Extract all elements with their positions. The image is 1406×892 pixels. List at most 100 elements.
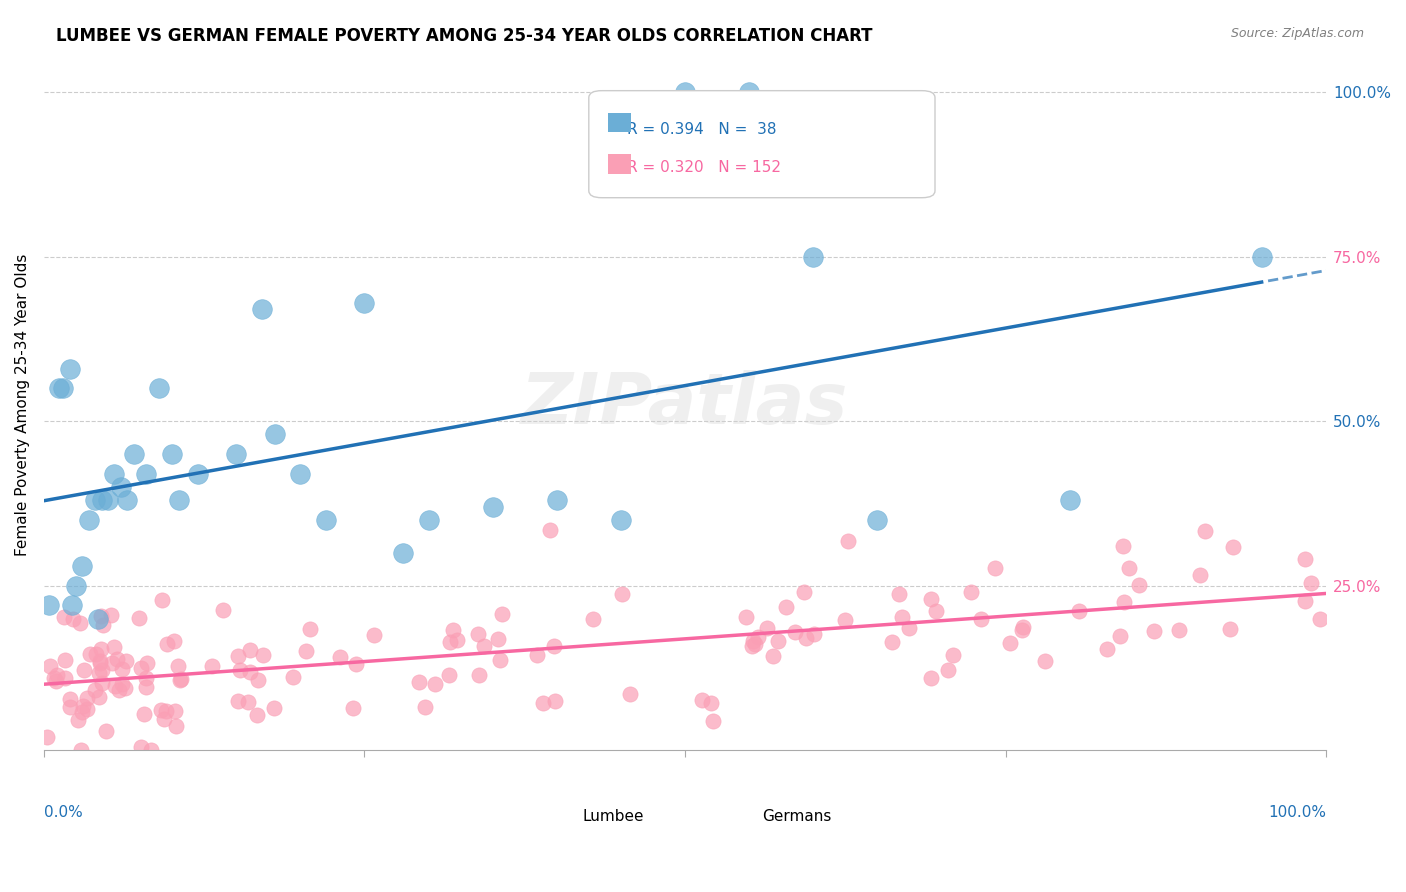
Point [744, 637, 766, 651]
Point [342, 701, 364, 715]
Point [150, 593, 173, 607]
Point [610, 587, 633, 601]
Point [1251, 250, 1274, 264]
Point [84, 647, 107, 661]
Point [1222, 540, 1244, 554]
Point [546, 493, 568, 508]
Point [114, 681, 136, 696]
Point [46, 667, 69, 681]
Point [79, 648, 101, 662]
Point [163, 633, 186, 648]
Point [97, 493, 120, 508]
Point [735, 610, 758, 624]
Point [152, 713, 174, 727]
Text: 0.0%: 0.0% [44, 805, 83, 821]
Point [91, 618, 114, 632]
Point [756, 621, 779, 635]
Point [42, 671, 65, 685]
Point [59, 691, 82, 706]
Point [225, 447, 247, 461]
Point [67, 714, 90, 728]
Point [775, 599, 797, 614]
Point [60, 599, 83, 613]
Point [1168, 623, 1191, 637]
Point [408, 675, 430, 690]
Text: Source: ZipAtlas.com: Source: ZipAtlas.com [1230, 27, 1364, 40]
Point [1067, 604, 1090, 618]
Point [263, 700, 285, 714]
Point [794, 632, 817, 646]
Point [115, 654, 138, 668]
Point [290, 467, 312, 481]
Point [90, 493, 112, 508]
Point [70, 743, 93, 757]
Point [801, 250, 824, 264]
Point [866, 513, 889, 527]
Point [1194, 524, 1216, 538]
Point [104, 679, 127, 693]
Point [201, 658, 224, 673]
Point [136, 656, 159, 670]
Point [252, 648, 274, 663]
Point [538, 523, 561, 537]
Point [103, 640, 125, 654]
Point [887, 587, 910, 601]
Point [72, 706, 94, 720]
Point [65, 579, 87, 593]
Point [544, 693, 567, 707]
Point [59, 700, 82, 714]
Point [170, 672, 193, 686]
Point [72, 558, 94, 573]
Point [108, 682, 131, 697]
Point [110, 480, 132, 494]
Text: ZIPatlas: ZIPatlas [522, 370, 849, 440]
Point [135, 467, 157, 481]
Point [582, 612, 605, 626]
Point [91, 676, 114, 690]
Point [89, 656, 111, 670]
Point [90, 642, 112, 657]
Point [837, 533, 859, 548]
Point [619, 687, 641, 701]
Point [673, 86, 696, 100]
Point [128, 611, 150, 625]
Point [250, 302, 273, 317]
Point [1301, 576, 1323, 591]
Point [52, 381, 75, 395]
Point [169, 673, 191, 688]
Point [363, 628, 385, 642]
Point [1219, 622, 1241, 636]
Point [1118, 561, 1140, 575]
Point [543, 639, 565, 653]
Text: R = 0.394   N =  38: R = 0.394 N = 38 [627, 121, 776, 136]
Point [1143, 624, 1166, 638]
Point [38, 599, 60, 613]
Point [467, 668, 489, 682]
Text: LUMBEE VS GERMAN FEMALE POVERTY AMONG 25-34 YEAR OLDS CORRELATION CHART: LUMBEE VS GERMAN FEMALE POVERTY AMONG 25… [56, 27, 873, 45]
Point [105, 652, 128, 666]
Point [72, 699, 94, 714]
Point [936, 664, 959, 678]
Point [96, 724, 118, 739]
Point [295, 644, 318, 658]
Point [52, 610, 75, 624]
Point [76, 702, 98, 716]
Point [610, 513, 633, 527]
Point [924, 604, 946, 618]
Point [439, 634, 461, 648]
Point [897, 622, 920, 636]
Point [702, 714, 724, 728]
Point [491, 607, 513, 622]
Point [76, 691, 98, 706]
Point [37, 730, 59, 744]
Point [89, 654, 111, 668]
Point [100, 656, 122, 670]
Point [423, 677, 446, 691]
Point [167, 493, 190, 508]
Point [53, 671, 76, 685]
Point [246, 673, 269, 687]
Point [115, 493, 138, 508]
Bar [607, 112, 631, 132]
Point [1012, 620, 1035, 634]
Point [139, 743, 162, 757]
